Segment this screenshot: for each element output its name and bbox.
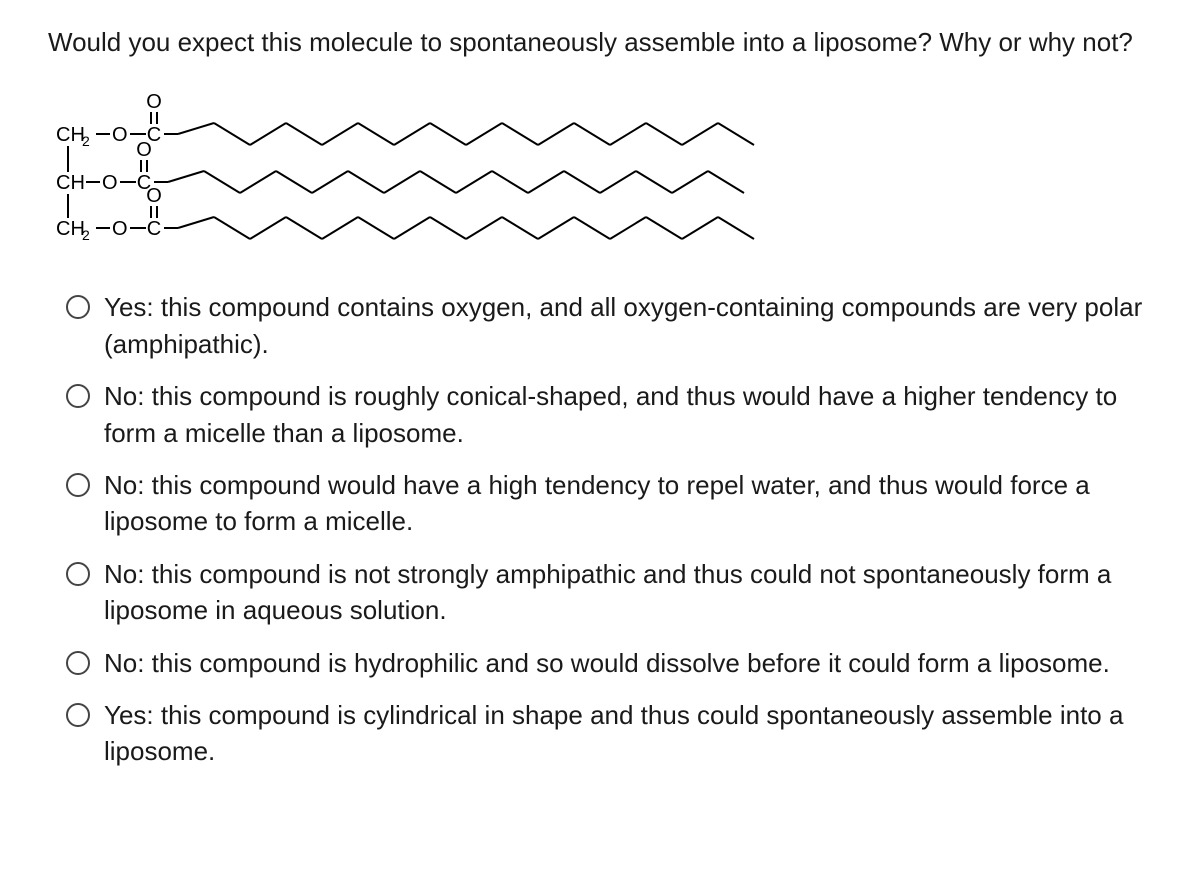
- svg-text:O: O: [102, 172, 118, 194]
- option-3[interactable]: No: this compound is not strongly amphip…: [66, 556, 1152, 629]
- option-1[interactable]: No: this compound is roughly conical-sha…: [66, 378, 1152, 451]
- option-text: Yes: this compound contains oxygen, and …: [104, 289, 1152, 362]
- svg-text:O: O: [146, 185, 162, 207]
- option-text: No: this compound would have a high tend…: [104, 467, 1152, 540]
- option-2[interactable]: No: this compound would have a high tend…: [66, 467, 1152, 540]
- option-text: No: this compound is roughly conical-sha…: [104, 378, 1152, 451]
- svg-text:CH: CH: [56, 124, 85, 146]
- svg-text:2: 2: [82, 227, 90, 243]
- svg-text:CH: CH: [56, 218, 85, 240]
- radio-button[interactable]: [66, 562, 90, 586]
- option-text: No: this compound is hydrophilic and so …: [104, 645, 1110, 681]
- option-text: Yes: this compound is cylindrical in sha…: [104, 697, 1152, 770]
- question-text: Would you expect this molecule to sponta…: [48, 24, 1152, 60]
- molecule-svg: CH2CHCH2OCOOCOOCO: [48, 88, 828, 248]
- option-4[interactable]: No: this compound is hydrophilic and so …: [66, 645, 1152, 681]
- radio-button[interactable]: [66, 473, 90, 497]
- radio-button[interactable]: [66, 651, 90, 675]
- radio-button[interactable]: [66, 295, 90, 319]
- options-list: Yes: this compound contains oxygen, and …: [48, 289, 1152, 769]
- question-container: Would you expect this molecule to sponta…: [0, 0, 1200, 794]
- svg-text:O: O: [146, 91, 162, 113]
- svg-text:O: O: [136, 139, 152, 161]
- svg-text:C: C: [147, 218, 161, 240]
- option-text: No: this compound is not strongly amphip…: [104, 556, 1152, 629]
- svg-text:2: 2: [82, 133, 90, 149]
- molecule-diagram: CH2CHCH2OCOOCOOCO: [48, 88, 1152, 253]
- radio-button[interactable]: [66, 384, 90, 408]
- svg-text:CH: CH: [56, 172, 85, 194]
- radio-button[interactable]: [66, 703, 90, 727]
- option-5[interactable]: Yes: this compound is cylindrical in sha…: [66, 697, 1152, 770]
- option-0[interactable]: Yes: this compound contains oxygen, and …: [66, 289, 1152, 362]
- svg-text:O: O: [112, 124, 128, 146]
- svg-text:O: O: [112, 218, 128, 240]
